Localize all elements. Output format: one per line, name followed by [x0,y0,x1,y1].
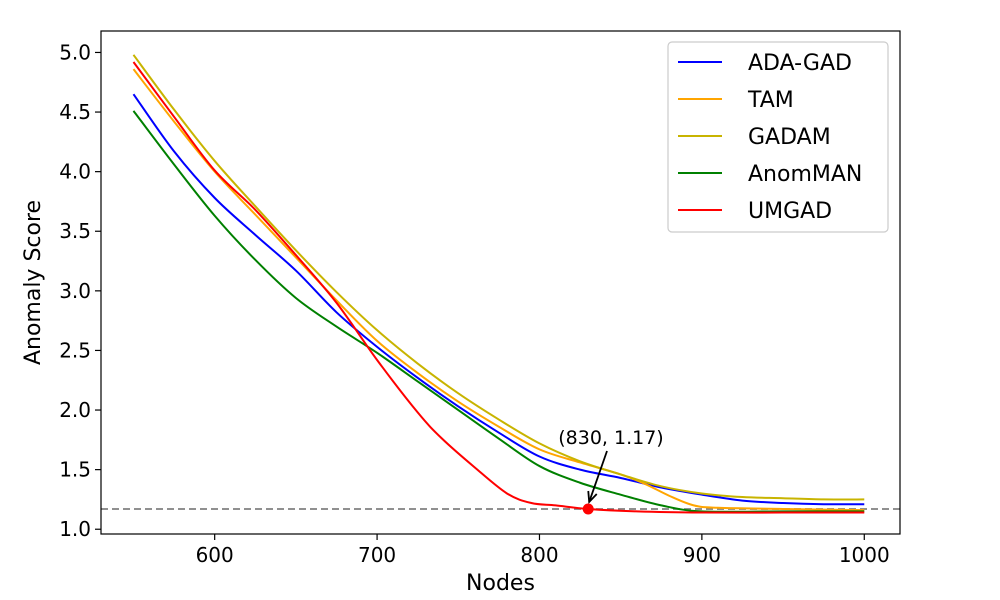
y-tick-label: 4.0 [59,160,91,184]
series-line-gadam [132,54,865,501]
axes-frame [100,30,901,535]
x-axis-label: Nodes [466,571,535,596]
annotation-arrow-shaft [588,450,608,503]
x-tick-label: 800 [520,543,558,567]
y-tick-label: 5.0 [59,40,91,64]
y-tick-label: 2.5 [59,338,91,362]
x-tick-label: 600 [196,543,234,567]
series-line-umgad [132,61,865,514]
legend-box [667,41,889,233]
annotation-point [582,503,594,515]
legend-label-ada-gad: ADA-GAD [748,51,852,76]
legend-label-gadam: GADAM [748,125,831,150]
series-layer [132,54,865,514]
series-line-ada-gad [132,93,865,506]
x-tick-label: 900 [683,543,721,567]
legend-label-anomman: AnomMAN [748,162,862,187]
y-tick-label: 1.0 [59,517,91,541]
x-tick-label: 1000 [839,543,890,567]
y-tick-label: 2.0 [59,398,91,422]
annotation-label: (830, 1.17) [558,427,663,449]
series-line-tam [132,68,865,512]
axes-layer: 600 700 800 900 1000 1.0 1.5 2.0 2.5 3.0 3.5 4.0 4.5… [59,30,901,567]
annotation-layer: (830, 1.17) [558,427,664,515]
y-tick-label: 1.5 [59,458,91,482]
y-tick-label: 3.5 [59,219,91,243]
y-tick-label: 4.5 [59,100,91,124]
legend-label-umgad: UMGAD [748,199,832,224]
annotation-arrow-head [587,490,598,505]
series-line-anomman [132,110,865,513]
y-tick-label: 3.0 [59,279,91,303]
x-tick-label: 700 [358,543,396,567]
y-axis-label: Anomaly Score [21,200,46,365]
legend: ADA-GAD TAM GADAM AnomMAN UMGAD [667,41,889,233]
legend-label-tam: TAM [747,88,794,113]
